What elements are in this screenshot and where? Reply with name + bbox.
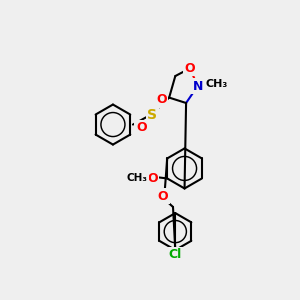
Text: O: O	[156, 93, 167, 106]
Text: O: O	[184, 62, 195, 75]
Text: N: N	[193, 80, 203, 92]
Text: O: O	[136, 121, 147, 134]
Text: S: S	[147, 107, 157, 122]
Text: O: O	[158, 190, 168, 203]
Text: Cl: Cl	[169, 248, 182, 261]
Text: O: O	[147, 172, 158, 185]
Text: CH₃: CH₃	[206, 79, 228, 89]
Text: CH₃: CH₃	[126, 173, 147, 183]
